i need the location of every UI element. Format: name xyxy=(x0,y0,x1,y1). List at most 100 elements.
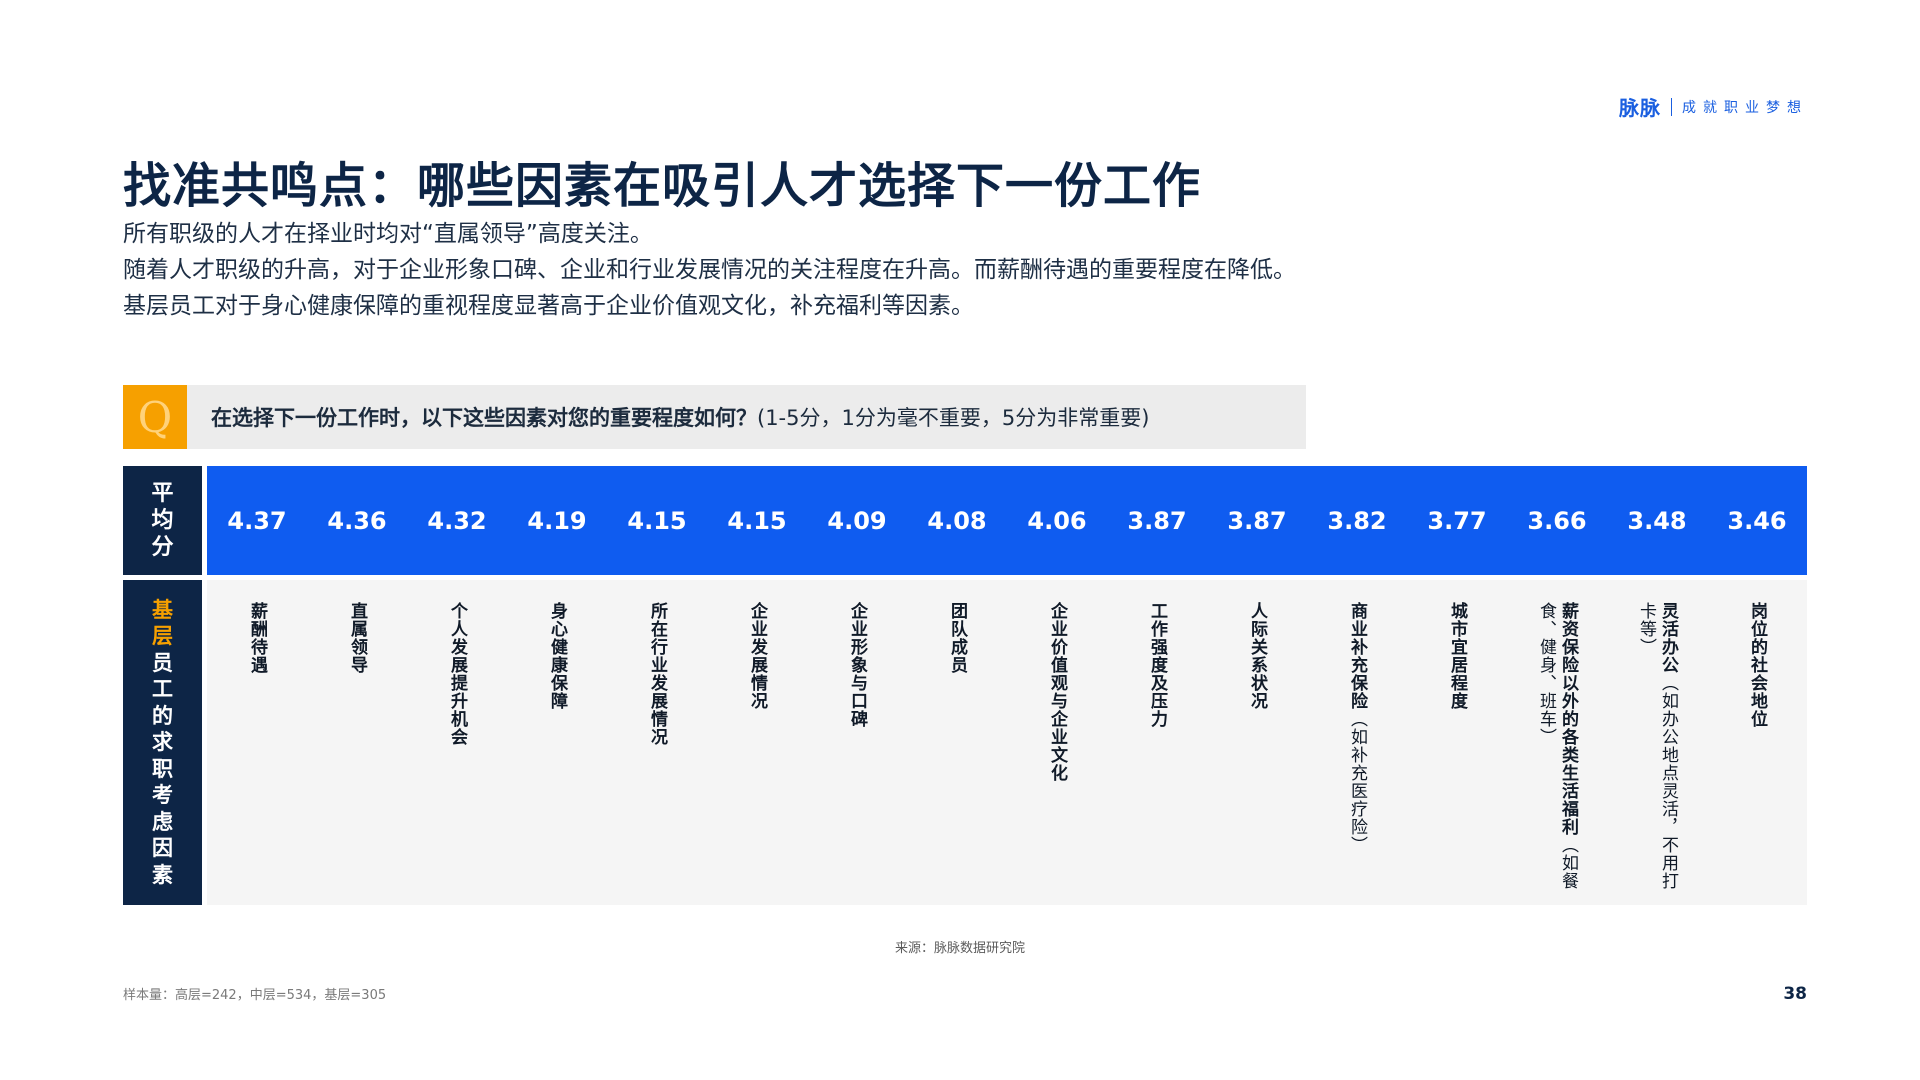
factor-label-char: 职 xyxy=(152,756,173,781)
factor-cell: 城市宜居程度 xyxy=(1407,580,1507,905)
factor-cell: 企业发展情况 xyxy=(707,580,807,905)
factor-cell: 人际关系状况 xyxy=(1207,580,1307,905)
factor-text: 岗位的社会地位 xyxy=(1746,602,1768,905)
factor-cell: 身心健康保障 xyxy=(507,580,607,905)
score-cell: 3.66 xyxy=(1527,506,1587,535)
factor-row: 薪酬待遇 直属领导 个人发展提升机会 身心健康保障 所在行业发展情况 企业发展情况 企业形象… xyxy=(207,580,1807,905)
subtitle-line-3: 基层员工对于身心健康保障的重视程度显著高于企业价值观文化，补充福利等因素。 xyxy=(123,293,974,319)
question-text: 在选择下一份工作时，以下这些因素对您的重要程度如何？(1-5分，1分为毫不重要，… xyxy=(211,402,1149,432)
factor-text: 灵活办公（如办公地点灵活，不用打卡等） xyxy=(1635,602,1679,905)
factor-label-char: 考 xyxy=(152,783,173,808)
score-cell: 3.87 xyxy=(1227,506,1287,535)
question-bar: Q 在选择下一份工作时，以下这些因素对您的重要程度如何？(1-5分，1分为毫不重… xyxy=(123,385,1306,449)
factor-text: 薪资保险以外的各类生活福利（如餐食、健身、班车） xyxy=(1535,602,1579,905)
question-main: 在选择下一份工作时，以下这些因素对您的重要程度如何？ xyxy=(211,406,757,430)
factor-note: （如办公地点灵活，不用打卡等） xyxy=(1636,602,1678,890)
factor-text: 企业形象与口碑 xyxy=(846,602,868,905)
score-cell: 4.19 xyxy=(527,506,587,535)
factor-text: 所在行业发展情况 xyxy=(646,602,668,905)
subtitle-line-1: 所有职级的人才在择业时均对“直属领导”高度关注。 xyxy=(123,221,653,247)
sample-size: 样本量：高层=242，中层=534，基层=305 xyxy=(123,988,387,1003)
score-cell: 4.37 xyxy=(227,506,287,535)
score-cell: 3.82 xyxy=(1327,506,1387,535)
question-note: (1-5分，1分为毫不重要，5分为非常重要) xyxy=(757,406,1150,430)
score-cell: 3.46 xyxy=(1727,506,1787,535)
factor-label-char: 工 xyxy=(152,677,173,702)
factor-note: （如补充医疗险） xyxy=(1347,710,1367,854)
factor-name: 城市宜居程度 xyxy=(1447,602,1467,710)
factor-name: 工作强度及压力 xyxy=(1147,602,1167,728)
factor-label-char: 员 xyxy=(152,650,173,675)
factor-name: 身心健康保障 xyxy=(547,602,567,710)
brand-logo: 脉脉 xyxy=(1619,96,1661,120)
score-cell: 3.48 xyxy=(1627,506,1687,535)
score-cell: 4.15 xyxy=(627,506,687,535)
score-cell: 4.32 xyxy=(427,506,487,535)
brand-divider xyxy=(1671,97,1672,116)
factor-text: 个人发展提升机会 xyxy=(446,602,468,905)
factor-name: 商业补充保险 xyxy=(1347,602,1367,710)
score-cell: 4.36 xyxy=(327,506,387,535)
factor-cell: 企业价值观与企业文化 xyxy=(1007,580,1107,905)
score-label-char: 分 xyxy=(151,535,174,560)
brand-slogan: 成就职业梦想 xyxy=(1682,99,1808,116)
factor-text: 薪酬待遇 xyxy=(246,602,268,905)
factor-cell: 岗位的社会地位 xyxy=(1707,580,1807,905)
factor-row-header: 基 层 员 工 的 求 职 考 虑 因 素 xyxy=(123,580,202,905)
factor-name: 团队成员 xyxy=(947,602,967,674)
factor-name: 薪资保险以外的各类生活福利 xyxy=(1558,602,1578,836)
factor-name: 薪酬待遇 xyxy=(247,602,267,674)
factor-name: 企业发展情况 xyxy=(747,602,767,710)
factor-text: 团队成员 xyxy=(946,602,968,905)
factor-name: 岗位的社会地位 xyxy=(1747,602,1767,728)
factor-cell: 薪资保险以外的各类生活福利（如餐食、健身、班车） xyxy=(1507,580,1607,905)
factor-cell: 工作强度及压力 xyxy=(1107,580,1207,905)
score-cell: 4.06 xyxy=(1027,506,1087,535)
question-icon: Q xyxy=(123,385,187,449)
factor-cell: 直属领导 xyxy=(307,580,407,905)
score-cell: 4.08 xyxy=(927,506,987,535)
source-note: 来源：脉脉数据研究院 xyxy=(894,941,1025,956)
page-title: 找准共鸣点：哪些因素在吸引人才选择下一份工作 xyxy=(123,158,1202,214)
factor-label-char: 虑 xyxy=(152,809,173,834)
score-label-char: 均 xyxy=(151,508,174,533)
factor-label-char: 的 xyxy=(152,703,173,728)
factor-name: 直属领导 xyxy=(347,602,367,674)
factor-cell: 薪酬待遇 xyxy=(207,580,307,905)
factor-text: 人际关系状况 xyxy=(1246,602,1268,905)
factor-label-char: 素 xyxy=(152,862,173,887)
factor-cell: 企业形象与口碑 xyxy=(807,580,907,905)
factor-name: 企业形象与口碑 xyxy=(847,602,867,728)
factor-text: 直属领导 xyxy=(346,602,368,905)
score-cell: 3.87 xyxy=(1127,506,1187,535)
score-row: 4.37 4.36 4.32 4.19 4.15 4.15 4.09 4.08 4.06 3.87… xyxy=(207,466,1807,575)
factor-label-char: 层 xyxy=(152,624,173,649)
factor-name: 企业价值观与企业文化 xyxy=(1047,602,1067,782)
factor-note: （如餐食、健身、班车） xyxy=(1536,602,1578,890)
score-cell: 4.15 xyxy=(727,506,787,535)
factor-label-char: 基 xyxy=(152,597,173,622)
factor-text: 身心健康保障 xyxy=(546,602,568,905)
factor-name: 个人发展提升机会 xyxy=(447,602,467,746)
factor-name: 灵活办公 xyxy=(1658,602,1678,674)
factor-cell: 所在行业发展情况 xyxy=(607,580,707,905)
factor-cell: 团队成员 xyxy=(907,580,1007,905)
score-row-header: 平 均 分 xyxy=(123,466,202,575)
factor-cell: 灵活办公（如办公地点灵活，不用打卡等） xyxy=(1607,580,1707,905)
factor-text: 商业补充保险（如补充医疗险） xyxy=(1346,602,1368,905)
factor-cell: 个人发展提升机会 xyxy=(407,580,507,905)
factor-name: 所在行业发展情况 xyxy=(647,602,667,746)
factor-label-char: 求 xyxy=(152,730,173,755)
score-cell: 3.77 xyxy=(1427,506,1487,535)
factor-text: 企业价值观与企业文化 xyxy=(1046,602,1068,905)
brand: 脉脉 成就职业梦想 xyxy=(1619,92,1808,121)
factor-cell: 商业补充保险（如补充医疗险） xyxy=(1307,580,1407,905)
page-number: 38 xyxy=(1783,984,1807,1004)
subtitle-line-2: 随着人才职级的升高，对于企业形象口碑、企业和行业发展情况的关注程度在升高。而薪酬… xyxy=(123,257,1296,283)
score-cell: 4.09 xyxy=(827,506,887,535)
score-label-char: 平 xyxy=(151,481,174,506)
factor-text: 工作强度及压力 xyxy=(1146,602,1168,905)
factor-name: 人际关系状况 xyxy=(1247,602,1267,710)
factor-text: 城市宜居程度 xyxy=(1446,602,1468,905)
factor-text: 企业发展情况 xyxy=(746,602,768,905)
